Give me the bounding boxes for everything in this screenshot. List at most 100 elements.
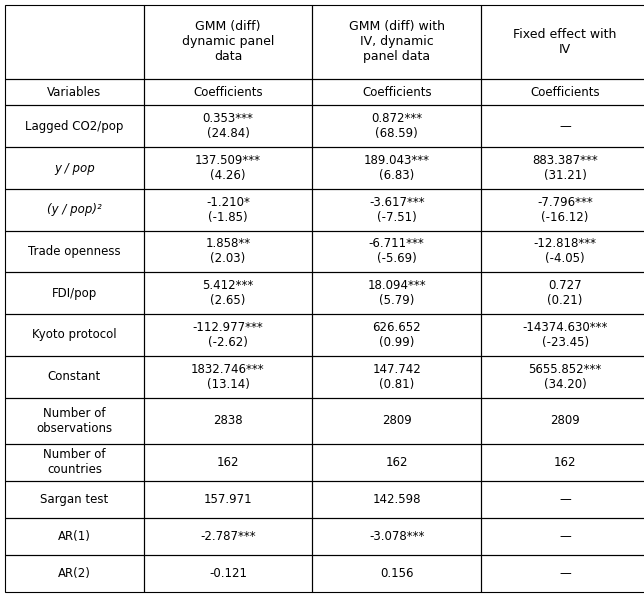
Bar	[481, 230, 644, 272]
Bar	[312, 356, 481, 398]
Bar	[481, 398, 644, 444]
Bar	[144, 314, 312, 356]
Text: —: —	[559, 567, 571, 580]
Text: -6.711***
(-5.69): -6.711*** (-5.69)	[369, 238, 424, 266]
Text: —: —	[559, 530, 571, 543]
Bar	[312, 106, 481, 147]
Bar	[5, 356, 144, 398]
Bar	[312, 147, 481, 189]
Bar	[312, 314, 481, 356]
Text: 626.652
(0.99): 626.652 (0.99)	[372, 321, 421, 349]
Bar	[5, 398, 144, 444]
Bar	[481, 79, 644, 106]
Text: 18.094***
(5.79): 18.094*** (5.79)	[367, 279, 426, 307]
Text: (y / pop)²: (y / pop)²	[47, 203, 102, 216]
Text: 5655.852***
(34.20): 5655.852*** (34.20)	[529, 362, 601, 390]
Bar	[5, 518, 144, 555]
Bar	[5, 555, 144, 592]
Bar	[312, 518, 481, 555]
Bar	[144, 189, 312, 230]
Bar	[5, 272, 144, 314]
Text: 189.043***
(6.83): 189.043*** (6.83)	[364, 154, 430, 182]
Text: 0.353***
(24.84): 0.353*** (24.84)	[203, 112, 253, 140]
Text: Coefficients: Coefficients	[193, 86, 263, 99]
Text: -7.796***
(-16.12): -7.796*** (-16.12)	[537, 196, 593, 224]
Bar	[5, 79, 144, 106]
Text: 1832.746***
(13.14): 1832.746*** (13.14)	[191, 362, 265, 390]
Text: 142.598: 142.598	[372, 493, 421, 506]
Bar	[312, 230, 481, 272]
Text: -14374.630***
(-23.45): -14374.630*** (-23.45)	[522, 321, 608, 349]
Text: 1.858**
(2.03): 1.858** (2.03)	[205, 238, 251, 266]
Bar	[481, 314, 644, 356]
Bar	[312, 5, 481, 79]
Bar	[144, 5, 312, 79]
Text: —: —	[559, 493, 571, 506]
Text: AR(1): AR(1)	[58, 530, 91, 543]
Text: FDI/pop: FDI/pop	[52, 287, 97, 300]
Bar	[312, 398, 481, 444]
Bar	[312, 444, 481, 481]
Bar	[5, 444, 144, 481]
Bar	[5, 106, 144, 147]
Text: Kyoto protocol: Kyoto protocol	[32, 328, 117, 341]
Text: 162: 162	[554, 456, 576, 469]
Text: -3.617***
(-7.51): -3.617*** (-7.51)	[369, 196, 424, 224]
Text: -3.078***: -3.078***	[369, 530, 424, 543]
Text: Fixed effect with
IV: Fixed effect with IV	[513, 28, 617, 56]
Text: -1.210*
(-1.85): -1.210* (-1.85)	[206, 196, 250, 224]
Bar	[5, 5, 144, 79]
Text: 2809: 2809	[550, 414, 580, 427]
Text: 2838: 2838	[213, 414, 243, 427]
Bar	[481, 106, 644, 147]
Text: GMM (diff) with
IV, dynamic
panel data: GMM (diff) with IV, dynamic panel data	[348, 20, 445, 63]
Text: Number of
observations: Number of observations	[36, 407, 113, 435]
Bar	[144, 518, 312, 555]
Bar	[481, 5, 644, 79]
Text: 162: 162	[386, 456, 408, 469]
Bar	[5, 230, 144, 272]
Text: AR(2): AR(2)	[58, 567, 91, 580]
Bar	[5, 189, 144, 230]
Text: 137.509***
(4.26): 137.509*** (4.26)	[195, 154, 261, 182]
Bar	[312, 189, 481, 230]
Bar	[481, 272, 644, 314]
Bar	[5, 481, 144, 518]
Text: Trade openness: Trade openness	[28, 245, 120, 258]
Bar	[5, 314, 144, 356]
Text: 883.387***
(31.21): 883.387*** (31.21)	[532, 154, 598, 182]
Text: Coefficients: Coefficients	[362, 86, 431, 99]
Bar	[144, 147, 312, 189]
Text: -12.818***
(-4.05): -12.818*** (-4.05)	[534, 238, 596, 266]
Text: 5.412***
(2.65): 5.412*** (2.65)	[202, 279, 254, 307]
Bar	[481, 481, 644, 518]
Text: -0.121: -0.121	[209, 567, 247, 580]
Bar	[144, 555, 312, 592]
Text: y / pop: y / pop	[54, 162, 95, 174]
Bar	[144, 106, 312, 147]
Text: 0.156: 0.156	[380, 567, 413, 580]
Text: Sargan test: Sargan test	[41, 493, 108, 506]
Text: Constant: Constant	[48, 370, 101, 383]
Text: Variables: Variables	[47, 86, 102, 99]
Text: —: —	[559, 120, 571, 133]
Bar	[312, 481, 481, 518]
Bar	[144, 272, 312, 314]
Bar	[312, 555, 481, 592]
Bar	[144, 444, 312, 481]
Bar	[481, 189, 644, 230]
Text: Lagged CO2/pop: Lagged CO2/pop	[25, 120, 124, 133]
Text: 157.971: 157.971	[204, 493, 252, 506]
Text: 147.742
(0.81): 147.742 (0.81)	[372, 362, 421, 390]
Bar	[144, 79, 312, 106]
Text: Number of
countries: Number of countries	[43, 448, 106, 476]
Bar	[144, 356, 312, 398]
Text: -2.787***: -2.787***	[200, 530, 256, 543]
Bar	[481, 518, 644, 555]
Bar	[312, 79, 481, 106]
Bar	[312, 272, 481, 314]
Text: -112.977***
(-2.62): -112.977*** (-2.62)	[193, 321, 263, 349]
Bar	[144, 398, 312, 444]
Bar	[144, 481, 312, 518]
Bar	[144, 230, 312, 272]
